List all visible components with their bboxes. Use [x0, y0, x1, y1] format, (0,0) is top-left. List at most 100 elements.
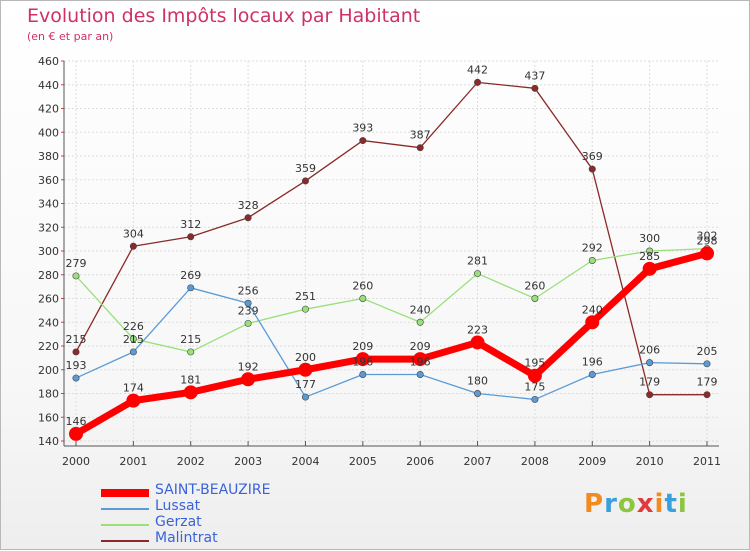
data-label: 312: [180, 218, 201, 231]
x-tick-label: 2002: [177, 455, 205, 468]
x-tick-label: 2009: [578, 455, 606, 468]
data-point: [416, 318, 424, 326]
data-label: 205: [697, 345, 718, 358]
legend-label: Malintrat: [155, 530, 218, 546]
data-label: 177: [295, 378, 316, 391]
y-tick-label: 280: [38, 269, 59, 282]
data-label: 304: [123, 227, 144, 240]
series-line-malintrat: [75, 81, 708, 396]
legend-swatch: [101, 489, 149, 497]
data-point: [301, 305, 309, 313]
legend-label: Lussat: [155, 498, 201, 514]
data-label: 196: [352, 356, 373, 369]
data-point: [187, 284, 195, 292]
data-label: 393: [352, 122, 373, 135]
data-label: 215: [180, 333, 201, 346]
data-point: [413, 352, 428, 367]
x-tick-label: 2003: [234, 455, 262, 468]
data-point: [69, 426, 83, 441]
data-point: [359, 370, 367, 378]
data-point: [416, 144, 424, 152]
data-point: [244, 214, 252, 222]
data-point: [129, 242, 137, 250]
data-point: [244, 319, 252, 327]
data-point: [72, 272, 80, 280]
logo-letter: x: [636, 489, 655, 519]
data-label: 240: [410, 303, 431, 316]
data-point: [298, 362, 313, 377]
x-tick-label: 2008: [521, 455, 549, 468]
data-label: 437: [524, 69, 545, 82]
y-tick-label: 140: [38, 435, 59, 448]
logo-letter: i: [654, 489, 665, 519]
x-tick-label: 2010: [636, 455, 664, 468]
data-point: [301, 177, 309, 185]
data-point: [588, 370, 596, 378]
legend-swatch: [101, 508, 149, 510]
data-label: 328: [238, 199, 259, 212]
data-point: [126, 393, 141, 408]
data-point: [241, 372, 256, 387]
data-label: 260: [524, 280, 545, 293]
logo-letter: r: [604, 489, 618, 519]
data-label: 175: [524, 380, 545, 393]
data-label: 174: [123, 382, 144, 395]
data-label: 387: [410, 129, 431, 142]
data-point: [187, 233, 195, 241]
data-label: 192: [238, 360, 259, 373]
data-label: 226: [123, 320, 144, 333]
y-tick-label: 300: [38, 245, 59, 258]
grid: [64, 60, 719, 442]
series-lines: [69, 78, 714, 441]
data-label: 256: [238, 284, 259, 297]
data-label: 285: [639, 250, 660, 263]
data-label: 223: [467, 323, 488, 336]
data-label: 196: [582, 356, 603, 369]
x-tick-label: 2006: [406, 455, 434, 468]
data-point: [187, 348, 195, 356]
data-label: 240: [582, 303, 603, 316]
data-point: [531, 294, 539, 302]
data-point: [474, 78, 482, 86]
data-label: 209: [410, 340, 431, 353]
data-point: [646, 391, 654, 399]
data-label: 260: [352, 280, 373, 293]
y-tick-label: 180: [38, 388, 59, 401]
x-tick-label: 2000: [62, 455, 90, 468]
data-label: 292: [582, 242, 603, 255]
data-point: [703, 391, 711, 399]
data-point: [700, 246, 714, 261]
logo-letter: t: [664, 489, 678, 519]
data-point: [244, 299, 252, 307]
data-label: 269: [180, 269, 201, 282]
y-tick-label: 340: [38, 198, 59, 211]
y-tick-label: 220: [38, 340, 59, 353]
data-point: [129, 335, 137, 343]
data-label: 251: [295, 290, 316, 303]
data-point: [355, 352, 370, 367]
data-point: [474, 389, 482, 397]
chart-title: Evolution des Impôts locaux par Habitant: [27, 5, 421, 27]
data-label: 179: [697, 376, 718, 389]
data-point: [72, 374, 80, 382]
data-label: 239: [238, 304, 259, 317]
y-tick-label: 200: [38, 364, 59, 377]
axes: 140 160 180 200 220 240 260 280 300 320 340 360 380 4…: [38, 55, 721, 468]
data-label: 195: [524, 357, 545, 370]
data-label: 200: [295, 351, 316, 364]
data-point: [301, 393, 309, 401]
data-point: [646, 359, 654, 367]
logo-letter: o: [617, 489, 637, 519]
data-label: 193: [66, 359, 87, 372]
data-label: 300: [639, 232, 660, 245]
legend-swatch: [101, 540, 149, 542]
proxiti-logo: Proxiti: [584, 489, 688, 519]
data-label: 180: [467, 375, 488, 388]
data-point: [588, 256, 596, 264]
data-label: 179: [639, 376, 660, 389]
y-tick-label: 160: [38, 411, 59, 424]
y-tick-label: 260: [38, 293, 59, 306]
x-tick-label: 2011: [693, 455, 721, 468]
